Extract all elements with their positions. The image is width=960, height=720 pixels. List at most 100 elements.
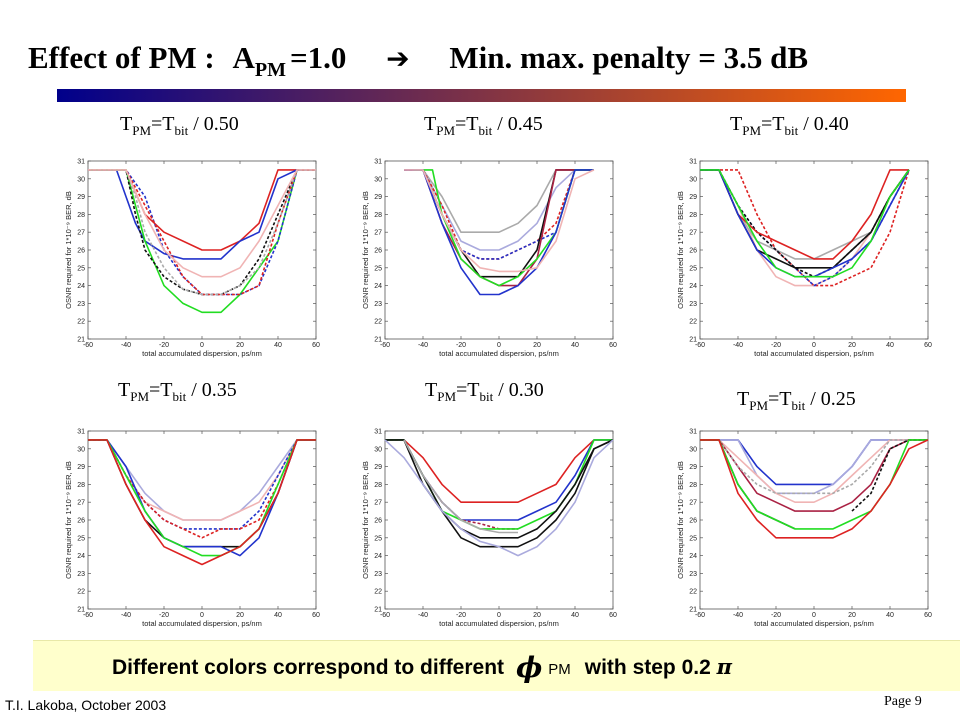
y-tick-label: 25: [689, 535, 697, 542]
y-tick-label: 24: [689, 553, 697, 560]
x-axis-label: total accumulated dispersion, ps/nm: [754, 619, 874, 628]
y-tick-label: 27: [689, 230, 697, 237]
y-tick-label: 27: [374, 230, 382, 237]
y-tick-label: 26: [689, 248, 697, 255]
title-right: Min. max. penalty = 3.5 dB: [449, 40, 809, 75]
series-line-blue: [88, 169, 316, 260]
series-line-pink: [404, 169, 595, 273]
y-tick-label: 29: [689, 464, 697, 471]
y-tick-label: 29: [77, 464, 85, 471]
x-tick-label: 60: [312, 342, 320, 349]
x-tick-label: 20: [533, 612, 541, 619]
x-tick-label: 60: [924, 612, 932, 619]
osnr-plot-3: 21 22 23 24 25 26 27 28 29 30 31 -60 -40 -20 0 20 40 60 to…: [676, 159, 932, 359]
title-a: A: [232, 40, 255, 75]
osnr-plot-4: 21 22 23 24 25 26 27 28 29 30 31 -60 -40 -20 0 20 40 60 to…: [64, 429, 320, 629]
y-tick-label: 30: [374, 176, 382, 183]
y-tick-label: 28: [374, 482, 382, 489]
y-tick-label: 31: [77, 159, 85, 166]
x-tick-label: 40: [886, 342, 894, 349]
y-axis-label: OSNR required for 1*10⁻⁹ BER, dB: [361, 461, 370, 579]
x-tick-label: 40: [571, 612, 579, 619]
y-tick-label: 24: [77, 283, 85, 290]
y-tick-label: 30: [689, 176, 697, 183]
series-line-pink: [88, 169, 316, 278]
title-a-value: =1.0: [290, 40, 347, 75]
x-tick-label: 40: [886, 612, 894, 619]
x-tick-label: 20: [848, 612, 856, 619]
y-tick-label: 31: [689, 159, 697, 166]
y-tick-label: 26: [374, 248, 382, 255]
y-tick-label: 22: [77, 589, 85, 596]
series-line-red: [88, 169, 316, 296]
osnr-plot-5: 21 22 23 24 25 26 27 28 29 30 31 -60 -40 -20 0 20 40 60 to…: [361, 429, 617, 629]
x-tick-label: 20: [236, 612, 244, 619]
y-tick-label: 27: [689, 500, 697, 507]
x-tick-label: 20: [533, 342, 541, 349]
osnr-plot-2: 21 22 23 24 25 26 27 28 29 30 31 -60 -40 -20 0 20 40 60 to…: [361, 159, 617, 359]
series-line-red: [385, 439, 613, 503]
x-axis-label: total accumulated dispersion, ps/nm: [439, 619, 559, 628]
x-tick-label: -60: [380, 612, 390, 619]
y-tick-label: 25: [77, 265, 85, 272]
x-tick-label: 40: [571, 342, 579, 349]
y-tick-label: 31: [374, 159, 382, 166]
y-tick-label: 22: [374, 589, 382, 596]
series-line-green: [700, 169, 910, 278]
y-tick-label: 21: [374, 337, 382, 344]
x-tick-label: 0: [200, 342, 204, 349]
y-tick-label: 23: [689, 571, 697, 578]
x-tick-label: -20: [771, 342, 781, 349]
y-axis-label: OSNR required for 1*10⁻⁹ BER, dB: [676, 191, 685, 309]
x-tick-label: -60: [695, 342, 705, 349]
pi-symbol: π: [716, 654, 732, 679]
x-tick-label: -40: [418, 612, 428, 619]
y-tick-label: 24: [374, 553, 382, 560]
x-tick-label: -60: [83, 612, 93, 619]
phi-subscript: PM: [548, 661, 571, 678]
y-tick-label: 21: [689, 337, 697, 344]
x-tick-label: -40: [733, 342, 743, 349]
y-tick-label: 29: [689, 194, 697, 201]
y-tick-label: 22: [689, 589, 697, 596]
y-tick-label: 25: [374, 535, 382, 542]
plot-title-2: TPM=Tbit / 0.45: [424, 113, 543, 138]
x-axis-label: total accumulated dispersion, ps/nm: [439, 349, 559, 358]
y-tick-label: 26: [77, 248, 85, 255]
series-line-gray: [88, 169, 316, 296]
x-tick-label: 40: [274, 612, 282, 619]
y-tick-label: 30: [77, 176, 85, 183]
y-tick-label: 24: [689, 283, 697, 290]
x-tick-label: 20: [848, 342, 856, 349]
series-line-lightblue: [384, 439, 614, 557]
x-tick-label: 0: [497, 342, 501, 349]
y-tick-label: 31: [689, 429, 697, 436]
y-tick-label: 28: [374, 212, 382, 219]
y-tick-label: 23: [77, 301, 85, 308]
phi-symbol: ϕ: [516, 651, 543, 684]
y-tick-label: 22: [689, 319, 697, 326]
y-tick-label: 23: [689, 301, 697, 308]
plot-title-5: TPM=Tbit / 0.30: [425, 379, 544, 404]
x-tick-label: 60: [609, 342, 617, 349]
osnr-plot-1: 21 22 23 24 25 26 27 28 29 30 31 -60 -40 -20 0 20 40 60 to…: [64, 159, 320, 359]
caption-box: [33, 640, 960, 691]
y-tick-label: 29: [374, 194, 382, 201]
x-tick-label: -40: [418, 342, 428, 349]
x-tick-label: -40: [121, 612, 131, 619]
series-line-gray: [403, 439, 518, 534]
y-tick-label: 22: [77, 319, 85, 326]
x-tick-label: -40: [121, 342, 131, 349]
plot-title-1: TPM=Tbit / 0.50: [120, 113, 239, 138]
y-tick-label: 27: [77, 500, 85, 507]
x-tick-label: 60: [312, 612, 320, 619]
series-line-gray: [700, 439, 928, 495]
author-date: T.I. Lakoba, October 2003: [5, 697, 167, 713]
y-tick-label: 25: [77, 535, 85, 542]
y-tick-label: 28: [689, 212, 697, 219]
x-tick-label: -60: [380, 342, 390, 349]
title-main: Effect of PM :: [28, 40, 215, 75]
x-tick-label: -20: [456, 342, 466, 349]
series-line-red: [700, 439, 929, 539]
x-tick-label: -40: [733, 612, 743, 619]
